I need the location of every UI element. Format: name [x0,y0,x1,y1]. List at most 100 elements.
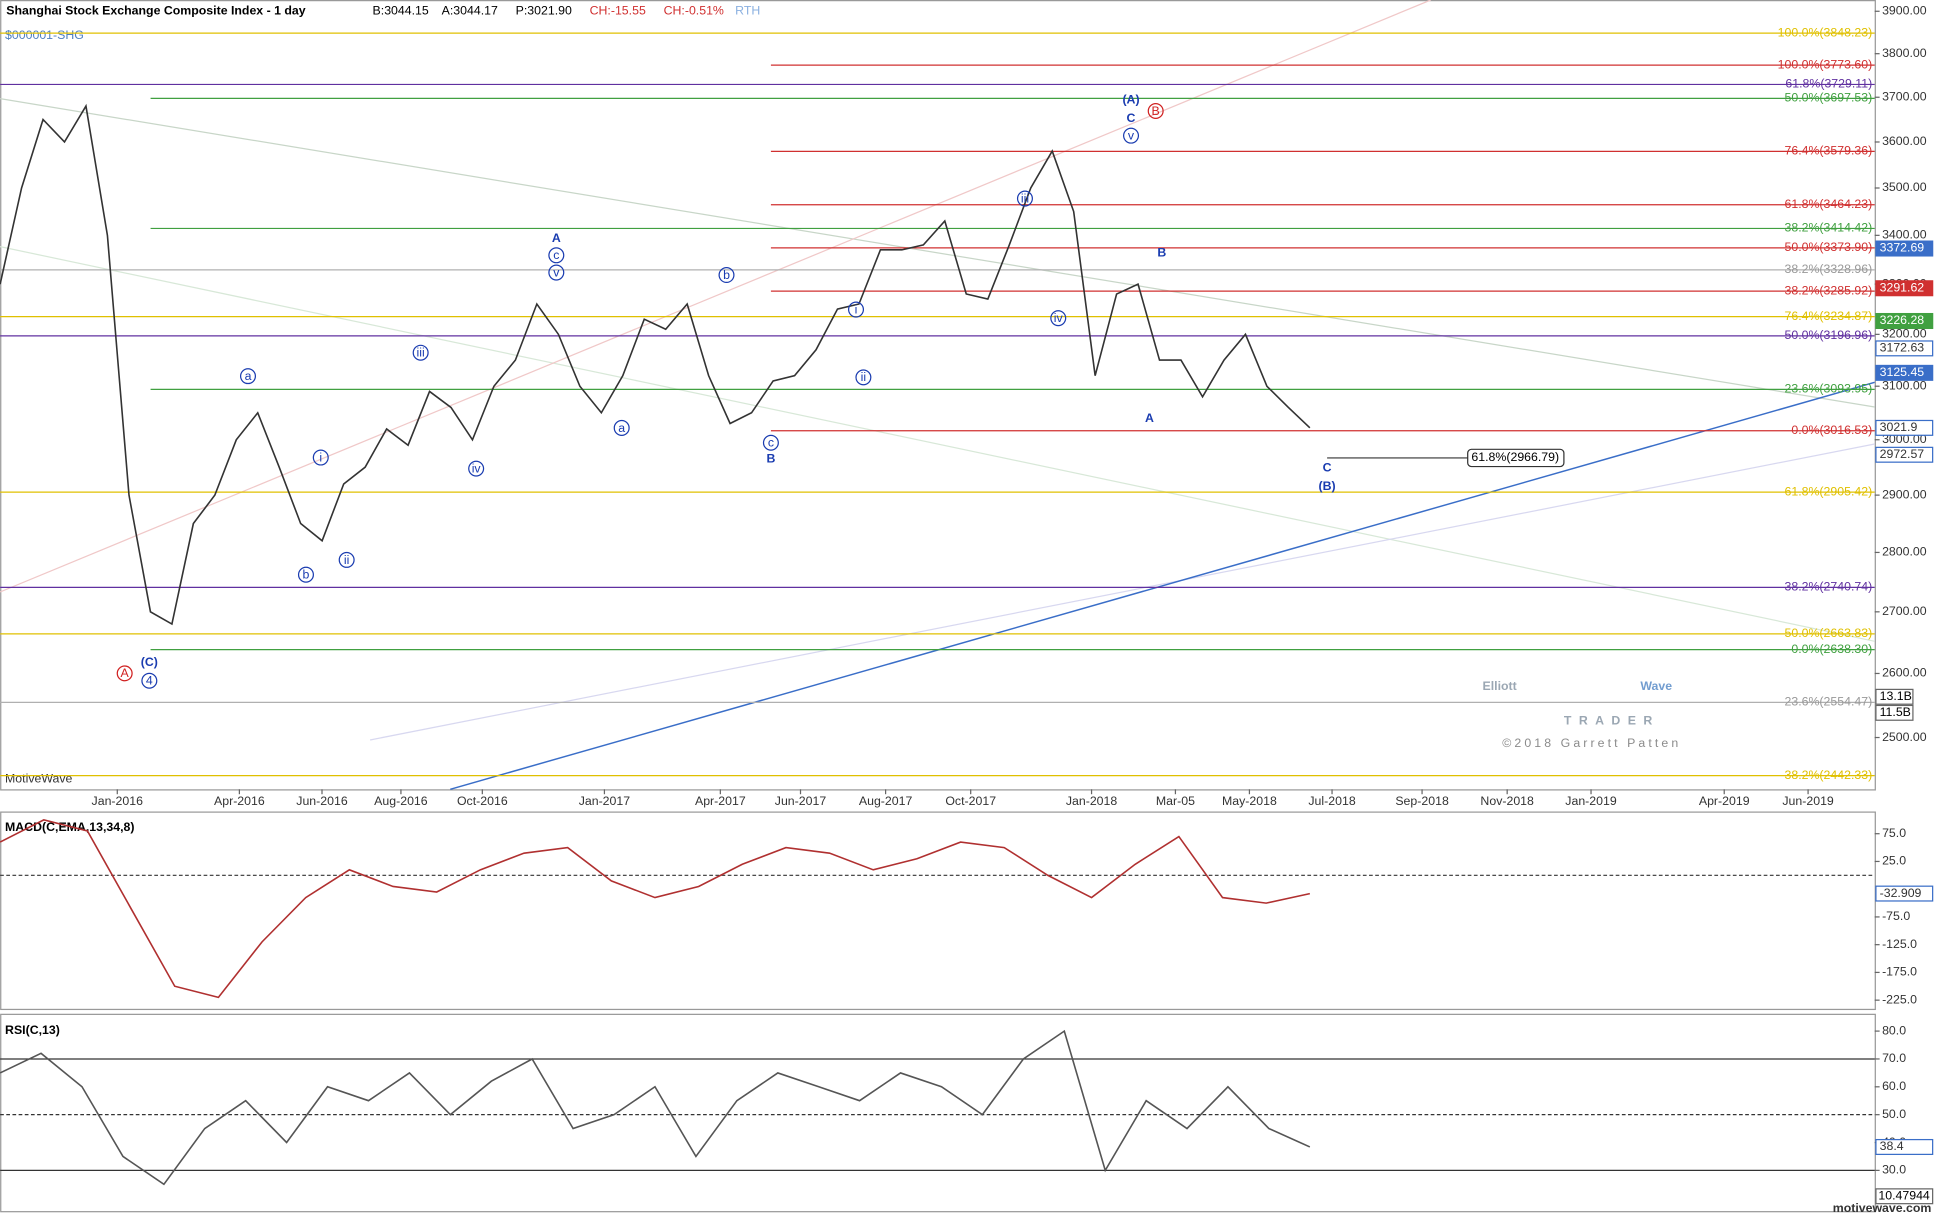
fib-level-label: 50.0%(3373.90) [1784,240,1872,254]
wave-label: i [319,450,322,464]
rsi-panel [0,1013,1876,1213]
wave-circle [1147,102,1164,120]
fib-level-label: 38.2%(3328.96) [1784,262,1872,276]
wave-label: b [303,568,310,582]
fib-level-label: 23.6%(2554.47) [1784,695,1872,709]
target-box [1467,448,1565,468]
change-pct: CH:-0.51% [664,3,724,17]
wave-label: iii [417,346,425,360]
watermark-credit: ©2018 Garrett Patten [1502,736,1681,750]
wave-label: C [1323,460,1332,474]
price-tag-label: -32.909 [1880,886,1922,900]
wave-label: A [1145,411,1154,425]
price-tag [1875,419,1934,436]
wave-circle [718,267,735,284]
fib-level-label: 38.2%(2740.74) [1784,580,1872,594]
y-tick-label: 3800.00 [1882,46,1927,60]
wave-label: C [1127,111,1136,125]
y-tick-label: 80.0 [1882,1023,1906,1037]
price-tag-label: 2972.57 [1880,447,1925,461]
volume-tag-label: 11.5B [1880,705,1911,719]
y-tick-label: 3600.00 [1882,134,1927,148]
price-tag [1875,340,1934,357]
wave-circle [847,301,865,318]
x-tick-label: Sep-2018 [1395,794,1449,808]
session: RTH [735,3,760,17]
y-tick-label: 60.0 [1882,1079,1906,1093]
x-tick-label: Mar-05 [1156,794,1195,808]
wave-circle [297,566,314,583]
rsi-line [0,1029,1311,1186]
wave-label: iv [1054,311,1064,325]
brand: MotiveWave [5,772,73,786]
watermark: Elliott Wave TRADER ©2018 Garrett Patten [1483,679,1681,750]
wave-circle [338,551,355,568]
watermark-word: Wave [1640,679,1672,693]
wave-circle [855,369,872,386]
fib-level-label: 50.0%(2663.83) [1784,626,1872,640]
x-tick-label: Apr-2017 [695,794,746,808]
price-tag-label: 3172.63 [1880,341,1925,355]
x-tick-label: Oct-2016 [457,794,508,808]
wave-label: i [855,302,858,316]
wave-label: B [1157,246,1166,260]
y-tick-label: -125.0 [1882,937,1917,951]
price-tag-label: 3021.9 [1880,420,1918,434]
x-tick-label: Apr-2016 [214,794,265,808]
bid: B:3044.15 [373,3,429,17]
volume-tag-label: 13.1B [1880,689,1912,703]
y-tick-label: -175.0 [1882,965,1917,979]
fib-level-label: 76.4%(3234.87) [1784,309,1872,323]
x-tick-label: Aug-2017 [859,794,913,808]
wave-label: a [618,421,625,435]
channel-line [369,443,1875,741]
y-tick-label: 2600.00 [1882,666,1927,680]
price-tag-label: 3125.45 [1880,365,1925,379]
y-tick-label: 50.0 [1882,1107,1906,1121]
title: Shanghai Stock Exchange Composite Index … [6,3,306,17]
fib-level-label: 61.8%(3729.11) [1785,77,1872,91]
wave-label: iii [1021,191,1029,205]
footer: motivewave.com [1833,1201,1932,1215]
change: CH:-15.55 [590,3,646,17]
price-tag [1875,446,1934,463]
x-tick-label: Jun-2016 [296,794,348,808]
wave-circle [548,247,565,264]
wave-label: (C) [141,655,158,669]
x-tick-label: Jan-2019 [1565,794,1617,808]
y-tick-label: 75.0 [1882,826,1906,840]
price-tag [1875,364,1934,381]
fib-level-label: 38.2%(3414.42) [1784,221,1872,235]
watermark-word: TRADER [1564,714,1660,728]
wave-circle [1050,310,1067,327]
main-panel [0,0,1876,791]
fib-level-label: 50.0%(3196.96) [1784,328,1872,342]
ask: A:3044.17 [442,3,498,17]
x-tick-label: Oct-2017 [945,794,996,808]
wave-circle [1123,127,1140,144]
macd-line [0,819,1311,999]
wave-label: (A) [1122,93,1139,107]
wave-label: B [766,452,775,466]
macd-panel [0,811,1876,1011]
x-tick-label: Nov-2018 [1480,794,1534,808]
x-tick-label: Aug-2016 [374,794,428,808]
y-tick-label: -75.0 [1882,909,1910,923]
fib-level-label: 76.4%(3579.36) [1784,144,1872,158]
wave-circle [412,344,429,361]
wave-label: 4 [146,674,153,688]
wave-label: A [121,666,130,680]
fib-level-label: 50.0%(3697.53) [1784,91,1872,105]
wave-circle [239,368,257,385]
y-tick-label: 3500.00 [1882,180,1927,194]
wave-circle [312,449,329,466]
fib-level-label: 61.8%(2905.42) [1784,484,1872,498]
x-tick-label: Jun-2019 [1782,794,1834,808]
y-tick-label: 30.0 [1882,1163,1906,1177]
wave-label: ii [861,370,866,384]
fib-level-label: 100.0%(3848.23) [1778,25,1873,39]
y-tick-label: 2800.00 [1882,545,1927,559]
wave-label: B [1152,104,1160,118]
